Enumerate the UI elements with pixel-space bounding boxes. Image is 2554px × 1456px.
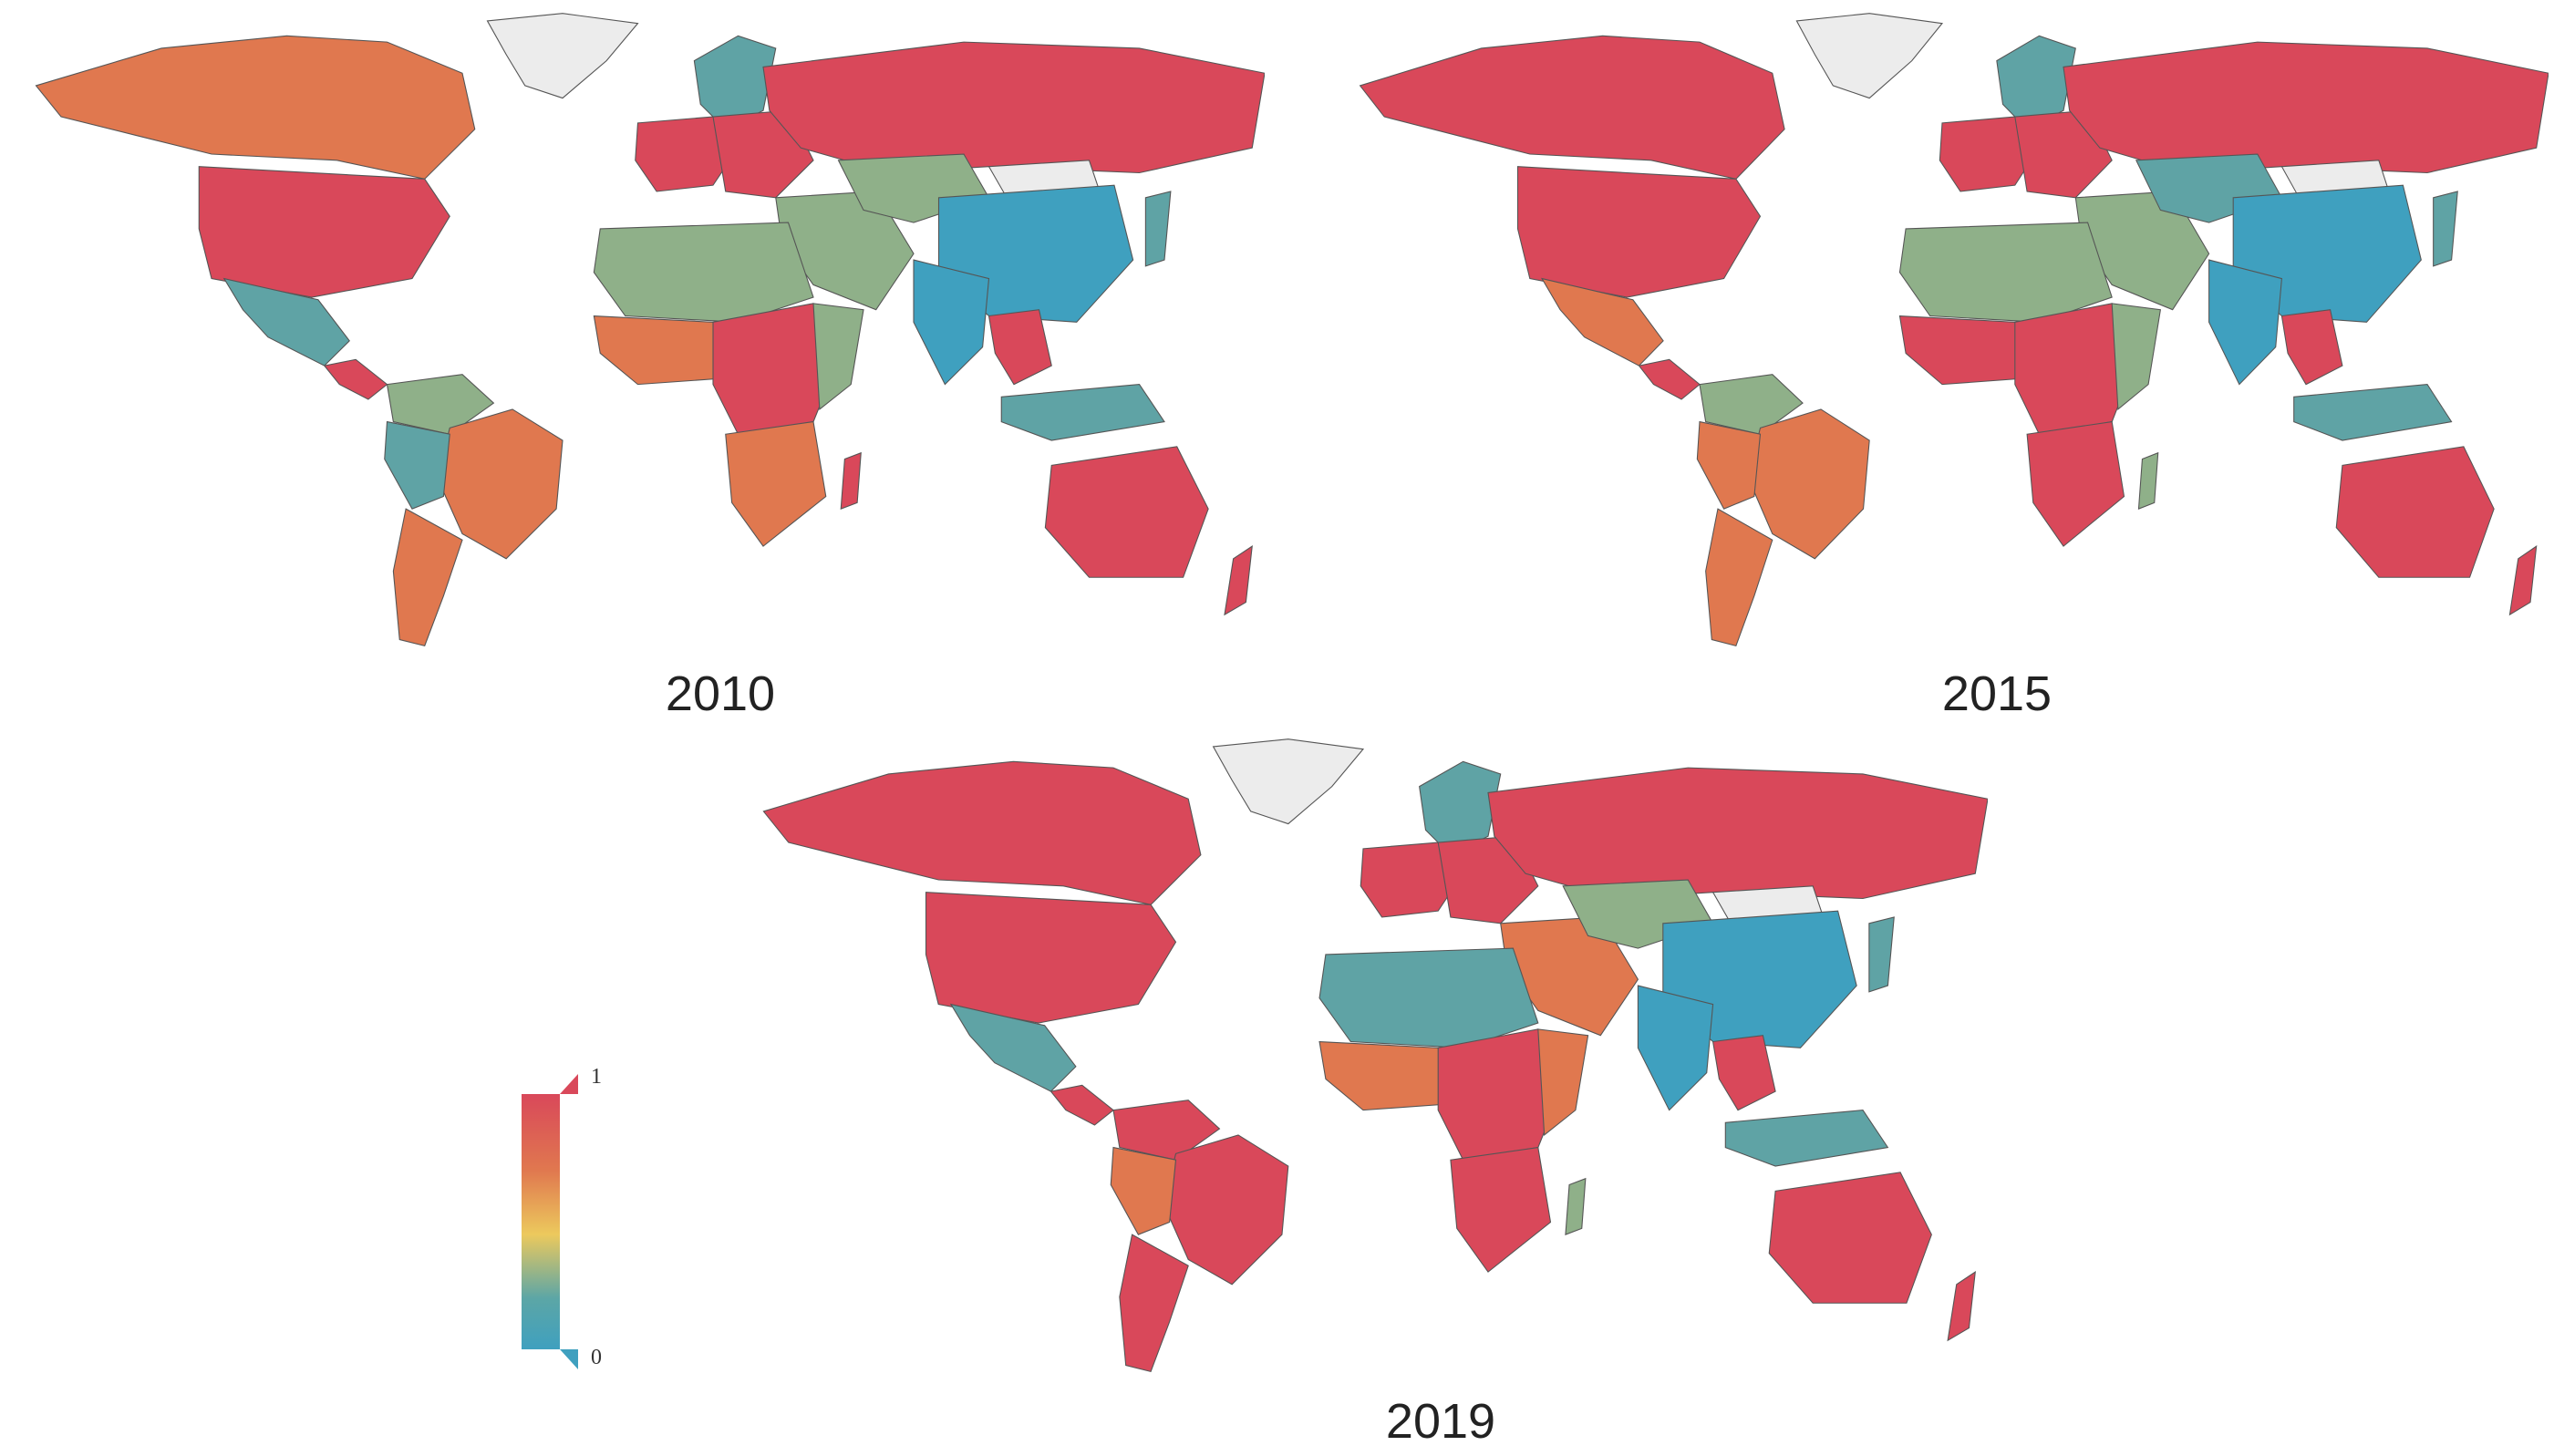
region-southeast-asia: [987, 309, 1052, 386]
region-usa: [1516, 166, 1762, 298]
color-legend: 1 0: [511, 1065, 620, 1377]
legend-min-triangle: [560, 1349, 578, 1369]
world-map-2010: [11, 11, 1265, 658]
region-greenland: [486, 13, 639, 99]
region-india: [2208, 259, 2282, 386]
region-usa: [198, 166, 450, 298]
region-colombia-venezuela: [386, 374, 495, 435]
region-madagascar: [1565, 1177, 1587, 1235]
region-india: [1637, 985, 1714, 1111]
region-russia: [762, 41, 1265, 174]
world-map-2019: [739, 737, 1988, 1384]
legend-min-label: 0: [591, 1346, 602, 1369]
year-label-2010: 2010: [665, 666, 776, 721]
map-svg-2015: [1359, 13, 2549, 646]
region-madagascar: [2137, 451, 2159, 510]
region-east-africa: [812, 303, 864, 411]
region-australia: [1044, 446, 1209, 578]
region-north-africa: [593, 222, 814, 323]
region-west-africa: [593, 315, 727, 386]
legend-max-triangle: [560, 1074, 578, 1094]
region-greenland: [1212, 738, 1365, 825]
region-japan: [2433, 191, 2458, 267]
year-label-2019: 2019: [1385, 1394, 1496, 1449]
region-japan: [1144, 191, 1172, 267]
region-southeast-asia: [2280, 309, 2343, 386]
map-svg-2010: [35, 13, 1265, 646]
region-madagascar: [840, 451, 862, 510]
region-canada: [1359, 35, 1785, 180]
region-southern-africa: [2026, 420, 2125, 547]
region-central-america: [1050, 1084, 1114, 1126]
region-indonesia: [1724, 1110, 1889, 1167]
region-new-zealand: [1947, 1271, 1976, 1342]
region-canada: [762, 760, 1202, 905]
region-india: [913, 259, 990, 386]
region-usa: [925, 892, 1177, 1024]
year-label-2015: 2015: [1941, 666, 2053, 721]
region-russia: [2063, 41, 2549, 174]
region-new-zealand: [1224, 545, 1253, 616]
region-west-africa: [1898, 315, 2028, 386]
region-new-zealand: [2508, 545, 2538, 616]
region-greenland: [1795, 13, 1944, 99]
region-southeast-asia: [1711, 1035, 1776, 1111]
region-argentina-chile: [392, 508, 463, 646]
region-indonesia: [2293, 384, 2453, 441]
legend-max-label: 1: [591, 1065, 602, 1089]
region-colombia-venezuela: [1699, 374, 1804, 435]
region-southern-africa: [1450, 1146, 1552, 1273]
region-west-africa: [1318, 1040, 1452, 1111]
legend-bar: [522, 1074, 578, 1369]
region-colombia-venezuela: [1112, 1100, 1221, 1161]
region-australia: [2335, 446, 2495, 578]
legend-gradient: [522, 1094, 560, 1349]
region-peru-bolivia: [384, 420, 450, 510]
map-svg-2019: [762, 738, 1988, 1372]
region-canada: [35, 35, 476, 180]
region-east-africa: [1537, 1028, 1589, 1137]
region-southern-africa: [725, 420, 827, 547]
region-indonesia: [1000, 384, 1165, 441]
region-scandinavia: [693, 35, 777, 130]
region-scandinavia: [1419, 760, 1502, 856]
region-argentina-chile: [1705, 508, 1773, 646]
region-japan: [1868, 916, 1895, 993]
region-australia: [1768, 1172, 1932, 1304]
region-peru-bolivia: [1696, 420, 1762, 510]
region-east-africa: [2111, 303, 2162, 411]
region-central-america: [323, 358, 388, 400]
region-central-america: [1638, 358, 1701, 400]
region-peru-bolivia: [1110, 1146, 1177, 1235]
region-north-africa: [1318, 947, 1539, 1048]
region-argentina-chile: [1119, 1234, 1189, 1372]
region-scandinavia: [1996, 35, 2076, 130]
region-russia: [1487, 767, 1988, 900]
world-map-2015: [1336, 11, 2549, 658]
region-north-africa: [1898, 222, 2113, 323]
